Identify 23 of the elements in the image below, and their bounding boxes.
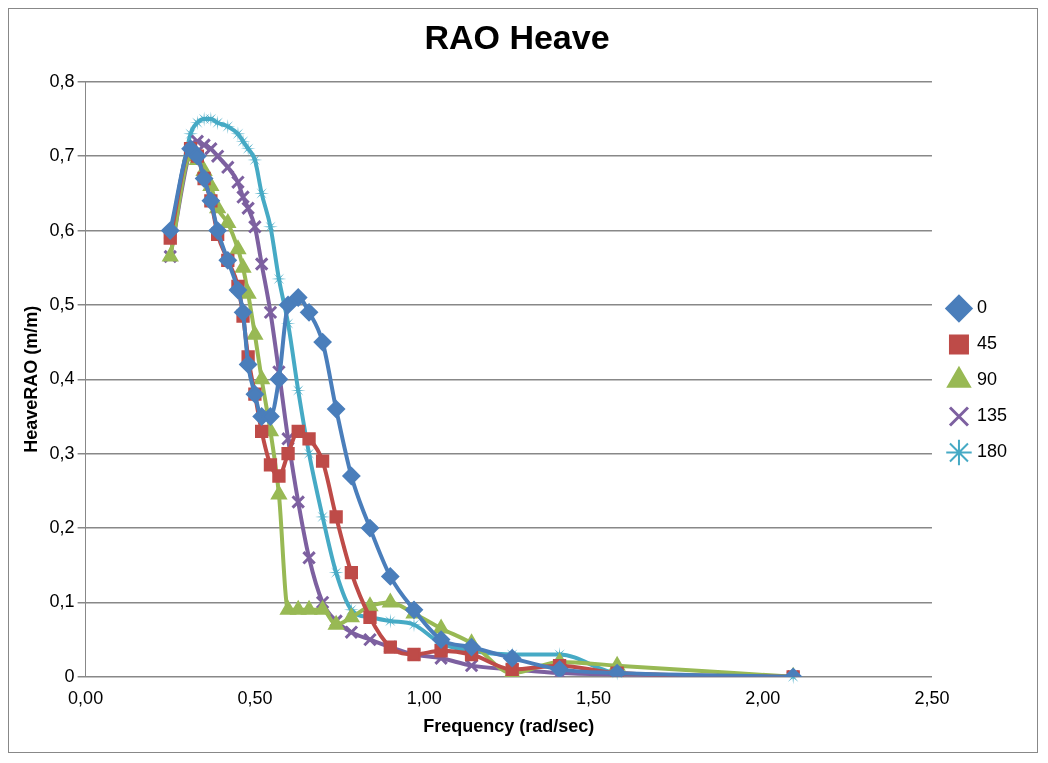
y-tick-label: 0,8 bbox=[49, 70, 75, 91]
y-tick-label: 0,1 bbox=[49, 591, 75, 612]
y-axis-title: HeaveRAO (m/m) bbox=[20, 305, 41, 453]
y-tick-label: 0,6 bbox=[49, 219, 75, 240]
x-tick-label: 0,50 bbox=[237, 687, 273, 708]
legend-label: 45 bbox=[976, 333, 997, 354]
y-tick-label: 0,4 bbox=[49, 368, 75, 389]
y-tick-label: 0,2 bbox=[49, 517, 75, 538]
legend-label: 180 bbox=[976, 441, 1008, 462]
legend-label: 135 bbox=[976, 405, 1008, 426]
x-axis-title: Frequency (rad/sec) bbox=[423, 716, 595, 737]
x-tick-label: 1,00 bbox=[406, 687, 442, 708]
y-tick-label: 0 bbox=[64, 665, 75, 686]
legend-label: 0 bbox=[976, 297, 987, 318]
legend-label: 90 bbox=[976, 369, 997, 390]
x-tick-label: 0,00 bbox=[68, 687, 104, 708]
x-tick-label: 1,50 bbox=[575, 687, 611, 708]
x-tick-label: 2,00 bbox=[745, 687, 781, 708]
chart-title: RAO Heave bbox=[424, 17, 610, 56]
y-tick-label: 0,3 bbox=[49, 442, 75, 463]
y-tick-label: 0,7 bbox=[49, 145, 75, 166]
y-tick-label: 0,5 bbox=[49, 293, 75, 314]
x-tick-label: 2,50 bbox=[914, 687, 950, 708]
